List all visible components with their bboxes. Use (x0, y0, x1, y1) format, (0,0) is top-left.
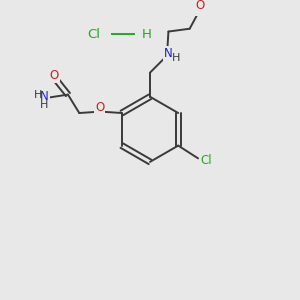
Text: O: O (196, 0, 205, 12)
Text: Cl: Cl (87, 28, 100, 41)
Text: O: O (95, 101, 104, 114)
Text: H: H (172, 53, 180, 63)
Text: O: O (50, 69, 59, 82)
Text: H: H (40, 100, 49, 110)
Text: H: H (33, 90, 42, 100)
Text: H: H (142, 28, 152, 41)
Text: Cl: Cl (200, 154, 212, 167)
Text: N: N (164, 47, 173, 60)
Text: N: N (40, 90, 49, 104)
